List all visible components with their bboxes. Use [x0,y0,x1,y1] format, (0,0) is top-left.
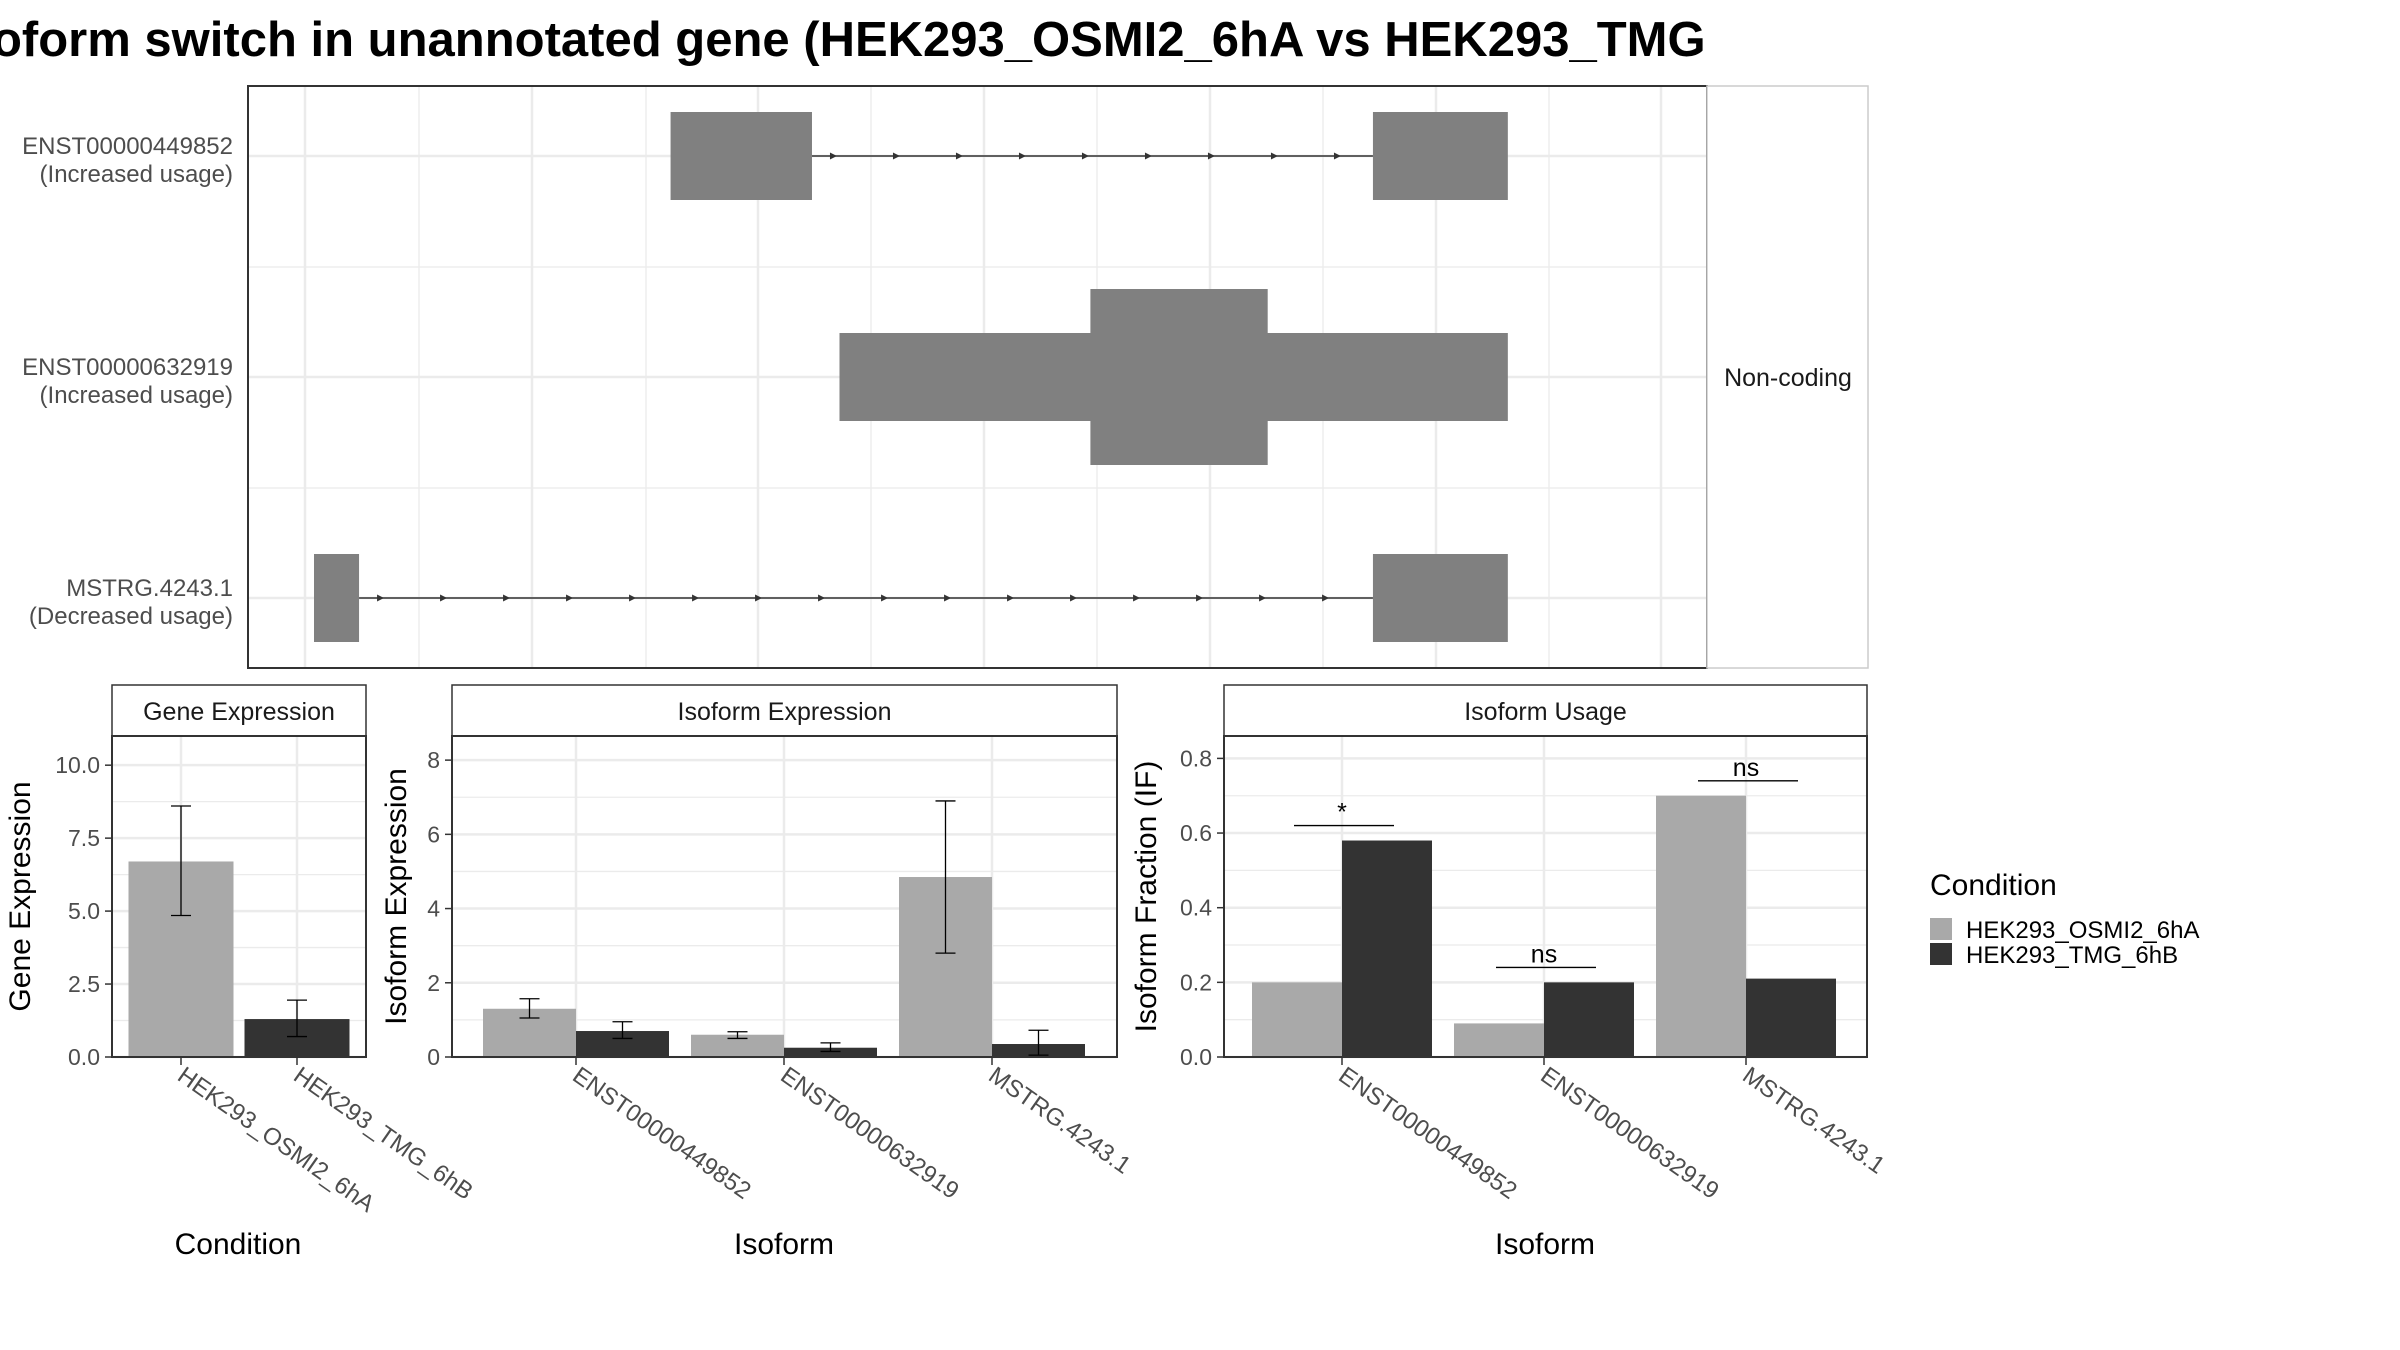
transcript-id-label: ENST00000632919 [22,354,233,381]
x-axis-title: Condition [175,1228,302,1261]
legend-title: Condition [1930,869,2057,902]
intron-direction-arrow [1144,152,1152,160]
y-tick-label: 5.0 [68,898,100,924]
intron-direction-arrow [1207,152,1215,160]
bar-panel-border [1223,735,1868,1058]
legend-swatch [1930,943,1952,965]
intron-direction-arrow [944,594,952,602]
y-tick-label: 4 [427,896,440,922]
y-axis-title: Isoform Fraction (IF) [1130,761,1163,1033]
bar-cond1 [691,1034,784,1057]
bar-cond1 [1454,1023,1544,1057]
exon-block [314,554,360,642]
intron-direction-arrow [503,594,511,602]
bar-cond2 [1544,982,1634,1057]
y-tick-label: 8 [427,747,440,773]
y-tick-label: 0.0 [68,1044,100,1070]
facet-strip [1223,684,1868,737]
exon-block [670,112,812,200]
facet-label-noncoding: Non-coding [1724,364,1852,392]
y-axis-title: Gene Expression [4,781,37,1011]
facet-label: Isoform Expression [678,698,892,726]
x-tick-label: MSTRG.4243.1 [984,1062,1136,1180]
figure-title: oform switch in unannotated gene (HEK293… [0,13,1706,67]
significance-label: ns [1733,754,1759,782]
transcript-usage-label: (Increased usage) [40,382,233,409]
facet-label: Gene Expression [143,698,335,726]
legend-item-label: HEK293_TMG_6hB [1966,942,2178,969]
y-tick-label: 6 [427,821,440,847]
intron-direction-arrow [1196,594,1204,602]
bar-cond1 [1656,795,1746,1057]
y-tick-label: 7.5 [68,825,100,851]
intron-direction-arrow [1007,594,1015,602]
facet-strip [111,684,367,737]
intron-direction-arrow [440,594,448,602]
intron-direction-arrow [755,594,763,602]
transcript-id-label: ENST00000449852 [22,133,233,160]
transcript-id-label: MSTRG.4243.1 [66,575,233,602]
x-tick-label: ENST00000449852 [568,1062,756,1205]
intron-direction-arrow [881,594,889,602]
intron-direction-arrow [955,152,963,160]
intron-direction-arrow [1081,152,1089,160]
y-tick-label: 0.6 [1180,820,1212,846]
bar-cond2 [1342,840,1432,1057]
facet-label: Isoform Usage [1464,698,1627,726]
intron-direction-arrow [629,594,637,602]
intron-direction-arrow [829,152,837,160]
y-tick-label: 0 [427,1044,440,1070]
legend-item-label: HEK293_OSMI2_6hA [1966,917,2199,944]
significance-label: * [1337,799,1347,827]
facet-strip [451,684,1118,737]
intron-direction-arrow [377,594,385,602]
y-tick-label: 10.0 [55,752,100,778]
y-tick-label: 0.2 [1180,969,1212,995]
bar-cond2 [1746,978,1836,1057]
intron-direction-arrow [1133,594,1141,602]
intron-direction-arrow [1270,152,1278,160]
bar-panel-border [111,735,367,1058]
intron-direction-arrow [892,152,900,160]
exon-block [1372,112,1508,200]
x-tick-label: MSTRG.4243.1 [1738,1062,1890,1180]
x-tick-label: HEK293_OSMI2_6hA [173,1062,380,1218]
y-tick-label: 0.8 [1180,745,1212,771]
significance-label: ns [1531,940,1557,968]
intron-direction-arrow [566,594,574,602]
intron-direction-arrow [692,594,700,602]
legend-swatch [1930,918,1952,940]
facet-strip-right [1706,85,1869,669]
x-axis-title: Isoform [1495,1228,1595,1261]
intron-direction-arrow [1070,594,1078,602]
y-tick-label: 2.5 [68,971,100,997]
intron-direction-arrow [1333,152,1341,160]
intron-direction-arrow [818,594,826,602]
exon-block [1372,554,1508,642]
x-tick-label: ENST00000449852 [1334,1062,1522,1205]
x-tick-label: ENST00000632919 [776,1062,964,1205]
y-axis-title: Isoform Expression [380,768,413,1025]
x-tick-label: ENST00000632919 [1536,1062,1724,1205]
x-axis-title: Isoform [734,1228,834,1261]
transcript-usage-label: (Decreased usage) [29,603,233,630]
y-tick-label: 0.0 [1180,1044,1212,1070]
intron-direction-arrow [1018,152,1026,160]
exon-block [1090,289,1268,465]
intron-direction-arrow [1322,594,1330,602]
bar-cond2 [784,1047,877,1057]
intron-direction-arrow [1259,594,1267,602]
transcript-usage-label: (Increased usage) [40,161,233,188]
y-tick-label: 2 [427,970,440,996]
bar-cond1 [1252,982,1342,1057]
y-tick-label: 0.4 [1180,895,1212,921]
